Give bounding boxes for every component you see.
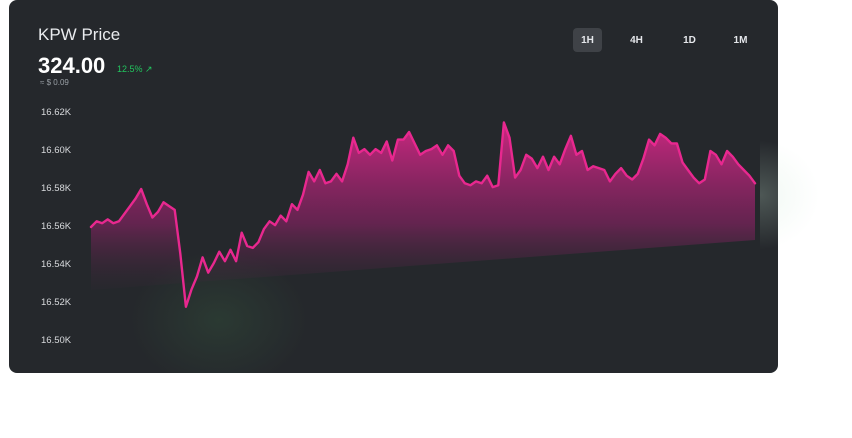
timeframe-1d-button[interactable]: 1D <box>683 34 696 46</box>
y-tick-label: 16.62K <box>41 107 72 118</box>
price-chart <box>89 121 757 308</box>
timeframe-4h-button[interactable]: 4H <box>630 34 643 46</box>
price-line <box>89 121 757 308</box>
usd-equivalent: ≈ $ 0.09 <box>40 78 69 87</box>
price-card: KPW Price 324.00 12.5% ↗ ≈ $ 0.09 1H 4H … <box>9 0 778 373</box>
price-change-badge: 12.5% ↗ <box>117 64 153 74</box>
page-title: KPW Price <box>38 25 121 44</box>
y-tick-label: 16.56K <box>41 221 72 232</box>
timeframe-1h-button[interactable]: 1H <box>573 28 602 52</box>
current-price: 324.00 <box>38 53 106 78</box>
y-tick-label: 16.58K <box>41 183 72 194</box>
y-tick-label: 16.52K <box>41 297 72 308</box>
decorative-glow <box>760 140 820 250</box>
y-tick-label: 16.50K <box>41 335 72 346</box>
timeframe-1m-button[interactable]: 1M <box>733 34 748 46</box>
y-tick-label: 16.54K <box>41 259 72 270</box>
price-area <box>91 122 755 307</box>
y-tick-label: 16.60K <box>41 145 72 156</box>
